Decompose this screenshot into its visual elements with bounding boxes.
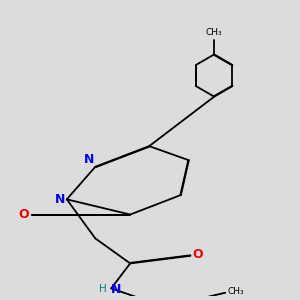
Text: H: H xyxy=(99,284,107,294)
Text: O: O xyxy=(18,208,29,221)
Text: N: N xyxy=(111,283,122,296)
Text: N: N xyxy=(55,193,65,206)
Text: CH₃: CH₃ xyxy=(206,28,223,38)
Text: O: O xyxy=(193,248,203,261)
Text: N: N xyxy=(83,153,94,166)
Text: CH₃: CH₃ xyxy=(228,287,244,296)
